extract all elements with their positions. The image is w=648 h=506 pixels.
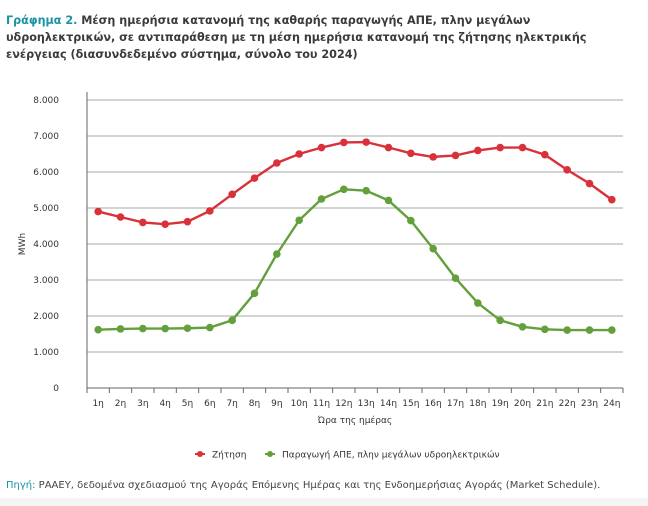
data-point <box>250 174 259 182</box>
footer-band <box>0 498 648 506</box>
data-point <box>161 220 169 228</box>
y-tick-label: 0 <box>53 384 59 394</box>
legend-marker <box>197 451 203 457</box>
data-point <box>384 196 393 205</box>
data-point <box>183 324 192 333</box>
data-point <box>474 146 482 155</box>
data-point <box>407 216 415 225</box>
source-lead: Πηγή: <box>6 480 36 491</box>
data-point <box>250 289 259 298</box>
series-line-0 <box>97 140 613 226</box>
x-tick-label: 15η <box>402 399 419 409</box>
x-tick-label: 6η <box>204 399 215 409</box>
data-point <box>183 217 192 226</box>
y-tick-label: 1.000 <box>33 348 59 358</box>
source-text: ΡΑΑΕΥ, δεδομένα σχεδιασμού της Αγοράς Επ… <box>38 480 601 491</box>
legend-label: Παραγωγή ΑΠΕ, πλην μεγάλων υδροηλεκτρικώ… <box>282 450 500 461</box>
data-point <box>206 207 214 215</box>
data-point <box>429 153 437 161</box>
data-point <box>295 150 303 158</box>
x-tick-label: 11η <box>313 399 330 409</box>
x-tick-label: 7η <box>226 399 237 409</box>
y-tick-label: 6.000 <box>33 168 59 178</box>
data-point <box>206 323 214 332</box>
data-point <box>94 325 102 334</box>
data-point <box>362 186 370 195</box>
x-tick-label: 9η <box>271 399 282 409</box>
x-tick-label: 3η <box>137 399 148 409</box>
series-line-1 <box>98 188 612 332</box>
y-tick-label: 4.000 <box>33 240 59 250</box>
data-point <box>541 325 549 334</box>
data-point <box>451 151 460 160</box>
x-tick-label: 2η <box>115 399 126 409</box>
x-tick-label: 19η <box>492 399 509 409</box>
data-point <box>362 138 370 146</box>
x-tick-label: 5η <box>182 399 193 409</box>
data-point <box>518 143 527 152</box>
data-point <box>116 325 125 333</box>
data-point <box>161 324 169 333</box>
y-tick-label: 7.000 <box>33 132 59 142</box>
y-tick-label: 3.000 <box>33 276 59 286</box>
x-tick-label: 12η <box>335 399 352 409</box>
data-point <box>340 138 348 147</box>
data-point <box>563 326 571 334</box>
x-tick-label: 21η <box>536 399 553 409</box>
data-point <box>317 143 326 152</box>
chart-title: Γράφημα 2. Μέση ημερήσια κατανομή της κα… <box>6 12 636 63</box>
y-tick-label: 5.000 <box>33 204 59 214</box>
x-tick-label: 17η <box>447 399 464 409</box>
data-point <box>384 143 393 152</box>
data-point <box>585 326 594 334</box>
x-tick-label: 14η <box>380 399 397 409</box>
data-point <box>273 250 281 258</box>
legend-label: Ζήτηση <box>212 451 246 461</box>
x-tick-label: 1η <box>92 399 103 409</box>
data-point <box>585 179 594 188</box>
data-point <box>496 143 504 152</box>
y-axis-label: MWh <box>18 233 28 255</box>
data-point <box>608 195 616 204</box>
data-point <box>228 316 236 325</box>
data-point <box>496 316 504 325</box>
x-tick-label: 23η <box>581 399 598 409</box>
x-tick-label: 20η <box>514 399 531 409</box>
x-axis-label: Ώρα της ημέρας <box>317 415 392 426</box>
data-point <box>429 244 437 253</box>
data-point <box>518 323 527 331</box>
x-tick-label: 8η <box>249 399 260 409</box>
x-tick-label: 18η <box>469 399 486 409</box>
data-point <box>563 166 571 174</box>
x-tick-label: 22η <box>559 399 576 409</box>
x-tick-label: 24η <box>603 399 620 409</box>
x-tick-label: 10η <box>291 399 308 409</box>
data-point <box>407 149 415 158</box>
data-point <box>228 190 236 199</box>
data-point <box>295 216 303 225</box>
y-tick-label: 8.000 <box>33 96 59 106</box>
legend-marker <box>267 451 273 457</box>
data-point <box>340 185 348 194</box>
x-tick-label: 13η <box>358 399 375 409</box>
data-point <box>139 324 147 333</box>
data-point <box>317 195 326 203</box>
y-tick-label: 2.000 <box>33 312 59 322</box>
title-lead: Γράφημα 2. <box>6 14 78 27</box>
line-chart: 0 1.000 2.000 3.000 4.000 5.000 6.000 7.000 8.00… <box>18 92 624 461</box>
title-text: Μέση ημερήσια κατανομή της καθαρής παραγ… <box>6 14 587 61</box>
source-note: Πηγή: ΡΑΑΕΥ, δεδομένα σχεδιασμού της Αγο… <box>6 480 600 491</box>
x-tick-label: 16η <box>425 399 442 409</box>
data-point <box>474 299 482 307</box>
data-point <box>94 207 102 216</box>
data-point <box>139 218 147 227</box>
data-point <box>608 326 616 334</box>
data-point <box>541 150 549 159</box>
data-point <box>116 213 125 221</box>
x-tick-label: 4η <box>159 399 170 409</box>
data-point <box>273 159 281 167</box>
data-point <box>451 274 460 283</box>
